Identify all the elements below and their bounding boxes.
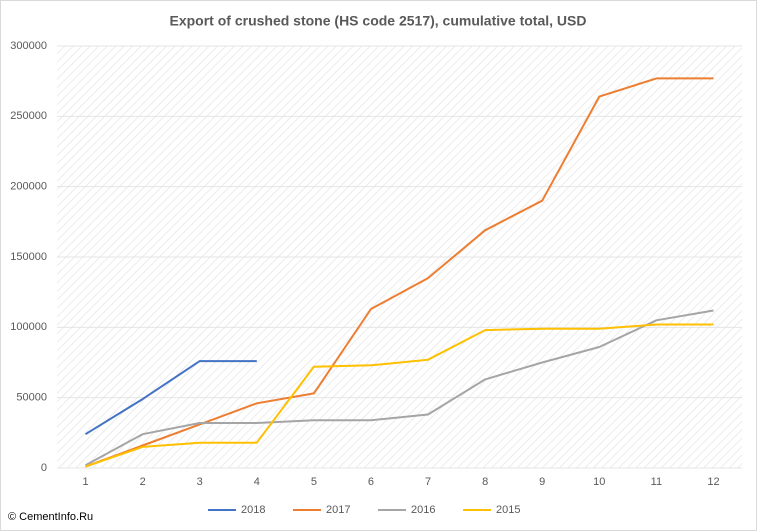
x-tick-label: 7: [425, 476, 431, 488]
series-line: [85, 323, 714, 468]
x-tick-label: 9: [539, 476, 545, 488]
x-tick-label: 11: [651, 476, 662, 488]
watermark: © CementInfo.Ru: [8, 511, 93, 523]
x-tick-label: 5: [311, 476, 317, 488]
legend-label: 2017: [326, 504, 350, 516]
y-tick-label: 250000: [10, 110, 47, 122]
chart-title: Export of crushed stone (HS code 2517), …: [170, 13, 587, 29]
y-tick-label: 150000: [10, 251, 47, 263]
series-line: [85, 77, 714, 468]
y-tick-label: 0: [41, 462, 47, 474]
x-tick-label: 1: [82, 476, 88, 488]
series-line: [84, 360, 257, 436]
x-tick-label: 12: [707, 476, 719, 488]
series-line: [85, 309, 714, 467]
x-tick-label: 6: [368, 476, 374, 488]
x-tick-label: 10: [593, 476, 605, 488]
x-tick-label: 4: [254, 476, 260, 488]
legend-label: 2018: [241, 504, 265, 516]
y-tick-label: 200000: [10, 181, 47, 193]
y-tick-label: 100000: [10, 321, 47, 333]
x-tick-label: 3: [197, 476, 203, 488]
legend-label: 2015: [496, 504, 520, 516]
y-tick-label: 300000: [10, 40, 47, 52]
x-tick-label: 2: [140, 476, 146, 488]
legend-label: 2016: [411, 504, 435, 516]
y-tick-label: 50000: [16, 392, 47, 404]
x-tick-label: 8: [482, 476, 488, 488]
